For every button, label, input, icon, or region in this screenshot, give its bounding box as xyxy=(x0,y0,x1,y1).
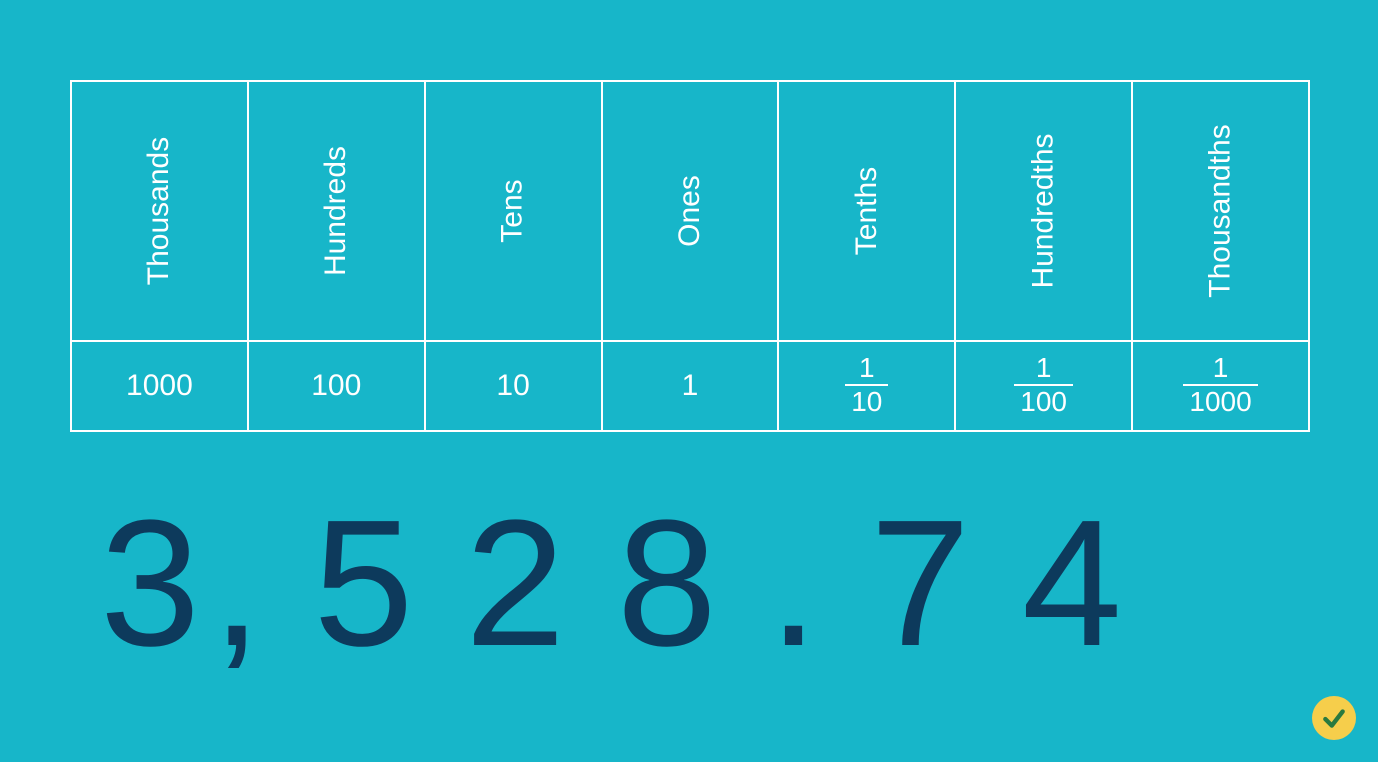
col-header-ones: Ones xyxy=(602,81,779,341)
comma: , xyxy=(212,480,266,687)
table: Thousands Hundreds Tens Ones Tenths Hund… xyxy=(70,80,1310,432)
fraction-numerator: 1 xyxy=(1014,354,1073,386)
digit: 3 xyxy=(100,480,204,687)
col-header-tens: Tens xyxy=(425,81,602,341)
col-value-tens: 10 xyxy=(425,341,602,431)
col-value-thousands: 1000 xyxy=(71,341,248,431)
digit: 5 xyxy=(313,480,417,687)
fraction-denominator: 1000 xyxy=(1183,386,1257,416)
col-value-tenths: 1 10 xyxy=(778,341,955,431)
digit: 8 xyxy=(617,480,721,687)
col-header-hundredths: Hundredths xyxy=(955,81,1132,341)
col-header-thousandths: Thousandths xyxy=(1132,81,1309,341)
fraction: 1 100 xyxy=(1014,354,1073,416)
fraction-numerator: 1 xyxy=(845,354,888,386)
fraction-numerator: 1 xyxy=(1183,354,1257,386)
col-label: Thousands xyxy=(142,137,176,285)
col-header-hundreds: Hundreds xyxy=(248,81,425,341)
checkmark-badge xyxy=(1312,696,1356,740)
col-header-thousands: Thousands xyxy=(71,81,248,341)
col-label: Hundredths xyxy=(1027,133,1061,288)
fraction-denominator: 100 xyxy=(1014,386,1073,416)
number-display: 3 , 5 2 8 . 7 4 xyxy=(100,480,1126,687)
digit: 7 xyxy=(870,480,974,687)
digit: 4 xyxy=(1022,480,1126,687)
table-header-row: Thousands Hundreds Tens Ones Tenths Hund… xyxy=(71,81,1309,341)
col-value-hundreds: 100 xyxy=(248,341,425,431)
col-label: Ones xyxy=(673,175,707,247)
checkmark-icon xyxy=(1321,705,1347,731)
col-label: Tens xyxy=(496,179,530,242)
digit: 2 xyxy=(465,480,569,687)
place-value-table: Thousands Hundreds Tens Ones Tenths Hund… xyxy=(70,80,1310,432)
fraction-denominator: 10 xyxy=(845,386,888,416)
col-label: Tenths xyxy=(850,167,884,255)
col-header-tenths: Tenths xyxy=(778,81,955,341)
fraction: 1 1000 xyxy=(1183,354,1257,416)
decimal-point: . xyxy=(769,480,823,687)
col-value-hundredths: 1 100 xyxy=(955,341,1132,431)
col-value-ones: 1 xyxy=(602,341,779,431)
col-label: Thousandths xyxy=(1204,124,1238,297)
col-value-thousandths: 1 1000 xyxy=(1132,341,1309,431)
col-label: Hundreds xyxy=(319,146,353,276)
table-value-row: 1000 100 10 1 1 10 1 100 xyxy=(71,341,1309,431)
fraction: 1 10 xyxy=(845,354,888,416)
